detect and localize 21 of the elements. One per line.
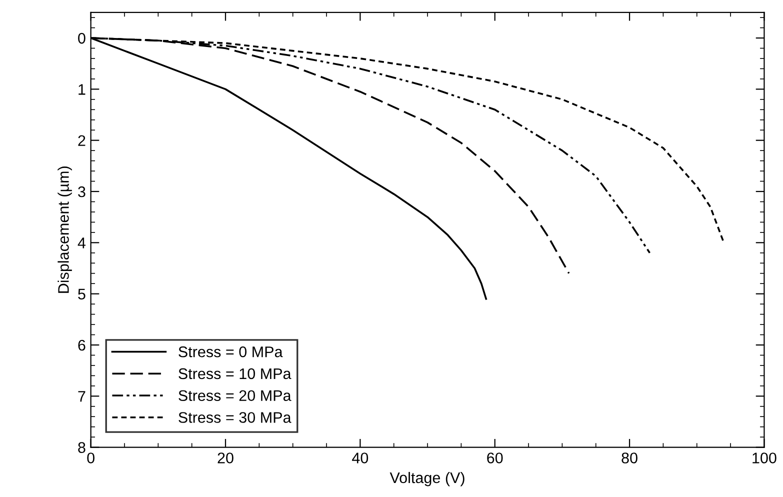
x-axis-title: Voltage (V) [390, 472, 464, 486]
y-axis-title: Displacement (µm) [58, 166, 72, 293]
x-tick-label: 100 [752, 452, 776, 464]
y-tick-label: 2 [78, 135, 86, 146]
x-tick-label: 60 [487, 452, 503, 464]
x-tick-label: 0 [87, 452, 94, 464]
y-tick-label: 0 [78, 32, 86, 44]
x-tick-label: 40 [352, 452, 368, 464]
y-tick-label: 1 [78, 84, 86, 95]
y-tick-label: 8 [78, 442, 86, 453]
legend-label: Stress = 30 MPa [178, 412, 292, 423]
y-tick-label: 3 [78, 186, 86, 198]
legend-label: Stress = 10 MPa [178, 368, 292, 380]
y-tick-label: 6 [78, 340, 86, 351]
y-tick-label: 5 [78, 288, 86, 300]
y-tick-label: 4 [78, 238, 86, 248]
legend-label: Stress = 20 MPa [178, 390, 292, 402]
legend-label: Stress = 0 MPa [178, 346, 283, 358]
y-tick-label: 7 [78, 391, 86, 402]
x-tick-label: 80 [622, 452, 638, 464]
x-tick-label: 20 [218, 452, 234, 464]
